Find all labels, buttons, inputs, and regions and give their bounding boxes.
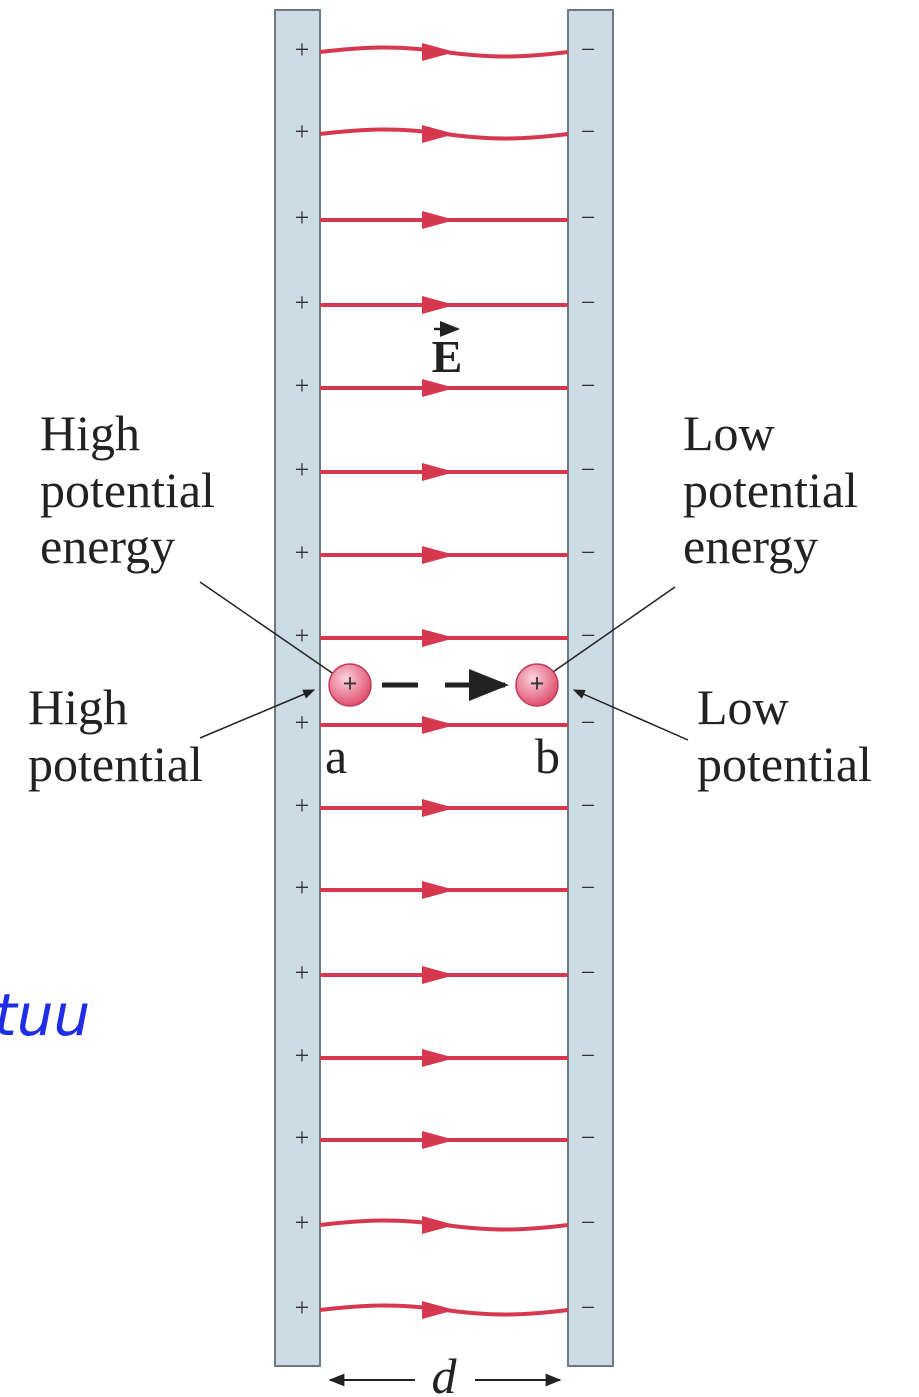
plus-sign: + — [295, 371, 310, 400]
plus-sign: + — [295, 35, 310, 64]
plus-sign: + — [295, 1041, 310, 1070]
plus-sign: + — [295, 621, 310, 650]
minus-sign: − — [581, 288, 596, 317]
field-arrowhead — [422, 546, 455, 564]
label-line: potential — [683, 462, 858, 518]
label-line: potential — [40, 462, 215, 518]
minus-sign: − — [581, 35, 596, 64]
field-arrowhead — [422, 799, 455, 817]
label-line: Low — [697, 679, 789, 735]
field-arrowhead — [422, 1301, 455, 1319]
plus-sign: + — [295, 1123, 310, 1152]
field-arrowhead — [422, 211, 455, 229]
label-line: energy — [40, 518, 175, 574]
minus-sign: − — [581, 455, 596, 484]
plus-sign: + — [295, 1208, 310, 1237]
label-line: High — [28, 679, 128, 735]
plus-sign: + — [295, 791, 310, 820]
right-bottom-label: Low potential — [697, 679, 872, 792]
field-arrowhead — [422, 463, 455, 481]
charge-sign: + — [530, 669, 545, 698]
label-line: Low — [683, 405, 775, 461]
minus-sign: − — [581, 1041, 596, 1070]
minus-sign: − — [581, 371, 596, 400]
plus-sign: + — [295, 1293, 310, 1322]
field-arrowhead — [422, 629, 455, 647]
minus-sign: − — [581, 117, 596, 146]
field-arrowhead — [422, 43, 455, 61]
minus-sign: − — [581, 1208, 596, 1237]
plus-sign: + — [295, 203, 310, 232]
minus-sign: − — [581, 621, 596, 650]
plus-sign: + — [295, 538, 310, 567]
overlay-text: tuu — [0, 981, 90, 1049]
label-line: High — [40, 405, 140, 461]
plus-sign: + — [295, 873, 310, 902]
diagram: + − + − + − + − + − + − + − + − + − + − + − + − + − + − + − + − E High … — [0, 0, 919, 1397]
field-symbol: E — [432, 331, 463, 382]
left-bottom-label: High potential — [28, 679, 203, 792]
field-arrowhead — [422, 1049, 455, 1067]
field-arrowhead — [422, 125, 455, 143]
left-top-label: High potential energy — [40, 405, 215, 574]
right-top-label: Low potential energy — [683, 405, 858, 574]
label-line: potential — [697, 736, 872, 792]
field-arrowhead — [422, 881, 455, 899]
distance-label: d — [432, 1348, 458, 1397]
minus-sign: − — [581, 1123, 596, 1152]
charge-sign: + — [343, 669, 358, 698]
field-arrowhead — [422, 1216, 455, 1234]
point-label: a — [325, 728, 347, 784]
plus-sign: + — [295, 288, 310, 317]
plus-sign: + — [295, 708, 310, 737]
field-arrowhead — [422, 1131, 455, 1149]
field-arrowhead — [422, 296, 455, 314]
label-line: energy — [683, 518, 818, 574]
minus-sign: − — [581, 538, 596, 567]
point-label: b — [535, 728, 560, 784]
minus-sign: − — [581, 203, 596, 232]
plus-sign: + — [295, 455, 310, 484]
plus-sign: + — [295, 117, 310, 146]
label-line: potential — [28, 736, 203, 792]
minus-sign: − — [581, 708, 596, 737]
field-arrowhead — [422, 716, 455, 734]
field-arrowhead — [422, 966, 455, 984]
minus-sign: − — [581, 791, 596, 820]
minus-sign: − — [581, 958, 596, 987]
minus-sign: − — [581, 873, 596, 902]
minus-sign: − — [581, 1293, 596, 1322]
plus-sign: + — [295, 958, 310, 987]
